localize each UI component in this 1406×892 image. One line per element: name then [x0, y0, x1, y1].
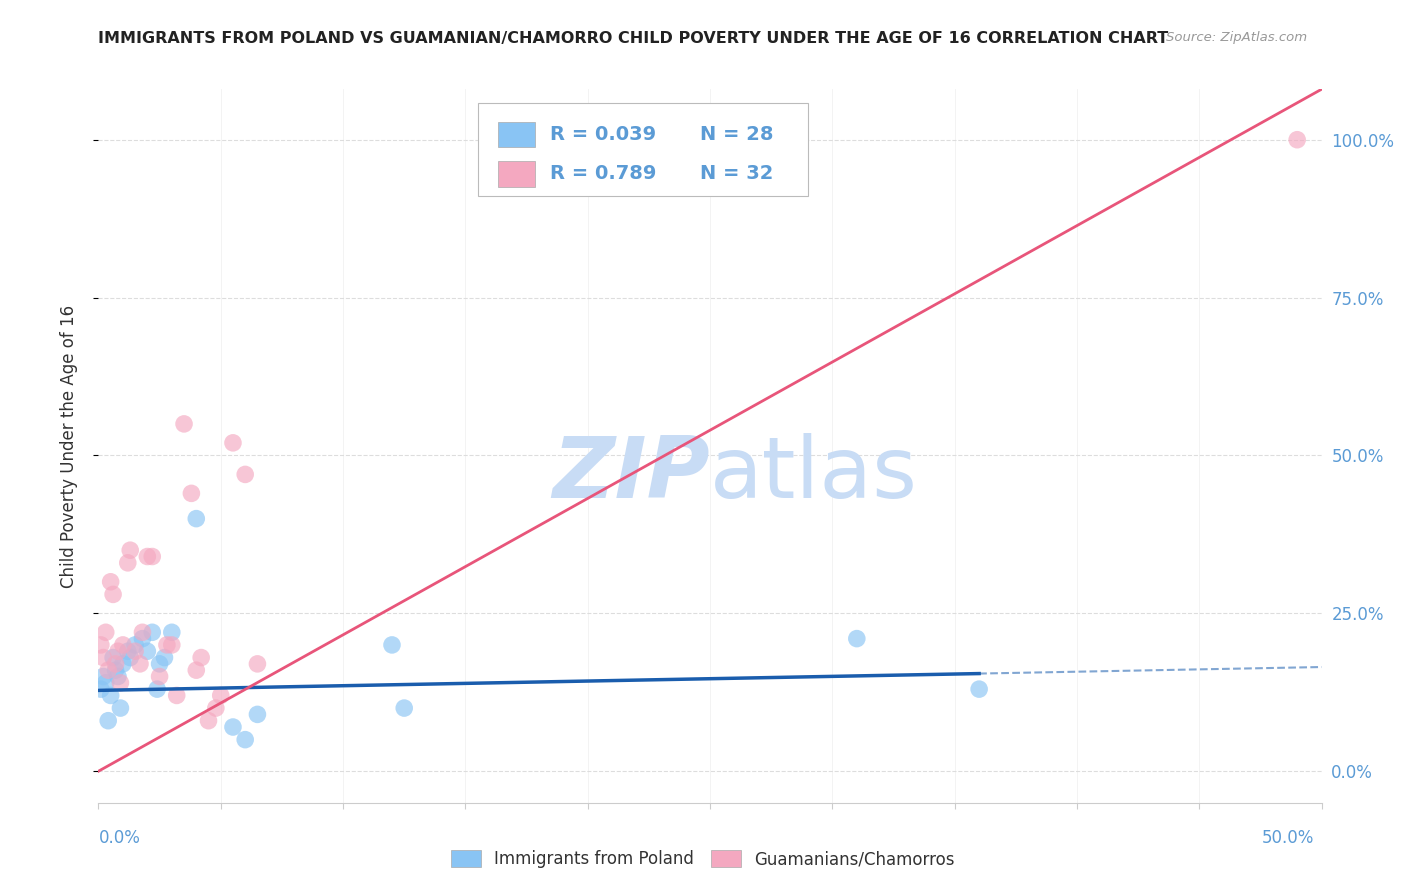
Point	[107, 644, 129, 658]
Point	[246, 707, 269, 722]
Point	[129, 657, 152, 671]
Point	[246, 657, 269, 671]
Text: 50.0%: 50.0%	[1263, 829, 1315, 847]
Point	[101, 587, 124, 601]
Point	[160, 638, 183, 652]
Point	[205, 701, 228, 715]
Point	[197, 714, 219, 728]
Point	[180, 486, 202, 500]
Point	[124, 644, 146, 658]
Point	[233, 732, 256, 747]
Y-axis label: Child Poverty Under the Age of 16: Child Poverty Under the Age of 16	[59, 304, 77, 588]
Point	[136, 549, 159, 564]
Point	[141, 625, 163, 640]
Point	[131, 632, 153, 646]
Point	[100, 689, 122, 703]
Point	[173, 417, 195, 431]
Point	[190, 650, 212, 665]
Point	[94, 625, 117, 640]
FancyBboxPatch shape	[498, 161, 536, 186]
Point	[1286, 133, 1309, 147]
Point	[124, 638, 146, 652]
Text: atlas: atlas	[710, 433, 918, 516]
Point	[90, 682, 112, 697]
Point	[146, 682, 169, 697]
Point	[111, 657, 134, 671]
FancyBboxPatch shape	[478, 103, 808, 196]
Point	[136, 644, 159, 658]
Point	[91, 669, 114, 683]
Text: IMMIGRANTS FROM POLAND VS GUAMANIAN/CHAMORRO CHILD POVERTY UNDER THE AGE OF 16 C: IMMIGRANTS FROM POLAND VS GUAMANIAN/CHAM…	[98, 31, 1168, 46]
Point	[149, 657, 172, 671]
Point	[110, 675, 132, 690]
Point	[209, 689, 232, 703]
Point	[166, 689, 188, 703]
Point	[100, 574, 122, 589]
Point	[97, 714, 120, 728]
Point	[104, 657, 127, 671]
Text: N = 28: N = 28	[700, 125, 773, 144]
Point	[110, 701, 132, 715]
Point	[107, 669, 129, 683]
Text: 0.0%: 0.0%	[98, 829, 141, 847]
Point	[222, 435, 245, 450]
Point	[156, 638, 179, 652]
Point	[967, 682, 990, 697]
Point	[104, 663, 127, 677]
Point	[97, 663, 120, 677]
Point	[160, 625, 183, 640]
Point	[90, 638, 112, 652]
Point	[91, 650, 114, 665]
Text: N = 32: N = 32	[700, 164, 773, 184]
Point	[845, 632, 868, 646]
Point	[186, 663, 208, 677]
Point	[186, 511, 208, 525]
Point	[101, 650, 124, 665]
Point	[149, 669, 172, 683]
Point	[111, 638, 134, 652]
Legend: Immigrants from Poland, Guamanians/Chamorros: Immigrants from Poland, Guamanians/Chamo…	[444, 843, 962, 875]
Point	[222, 720, 245, 734]
FancyBboxPatch shape	[498, 121, 536, 147]
Point	[117, 644, 139, 658]
Point	[392, 701, 416, 715]
Point	[233, 467, 256, 482]
Point	[153, 650, 176, 665]
Text: R = 0.039: R = 0.039	[550, 125, 657, 144]
Point	[381, 638, 404, 652]
Point	[94, 675, 117, 690]
Point	[120, 543, 142, 558]
Point	[117, 556, 139, 570]
Point	[141, 549, 163, 564]
Point	[120, 650, 142, 665]
Text: R = 0.789: R = 0.789	[550, 164, 657, 184]
Text: ZIP: ZIP	[553, 433, 710, 516]
Point	[131, 625, 153, 640]
Text: Source: ZipAtlas.com: Source: ZipAtlas.com	[1167, 31, 1308, 45]
